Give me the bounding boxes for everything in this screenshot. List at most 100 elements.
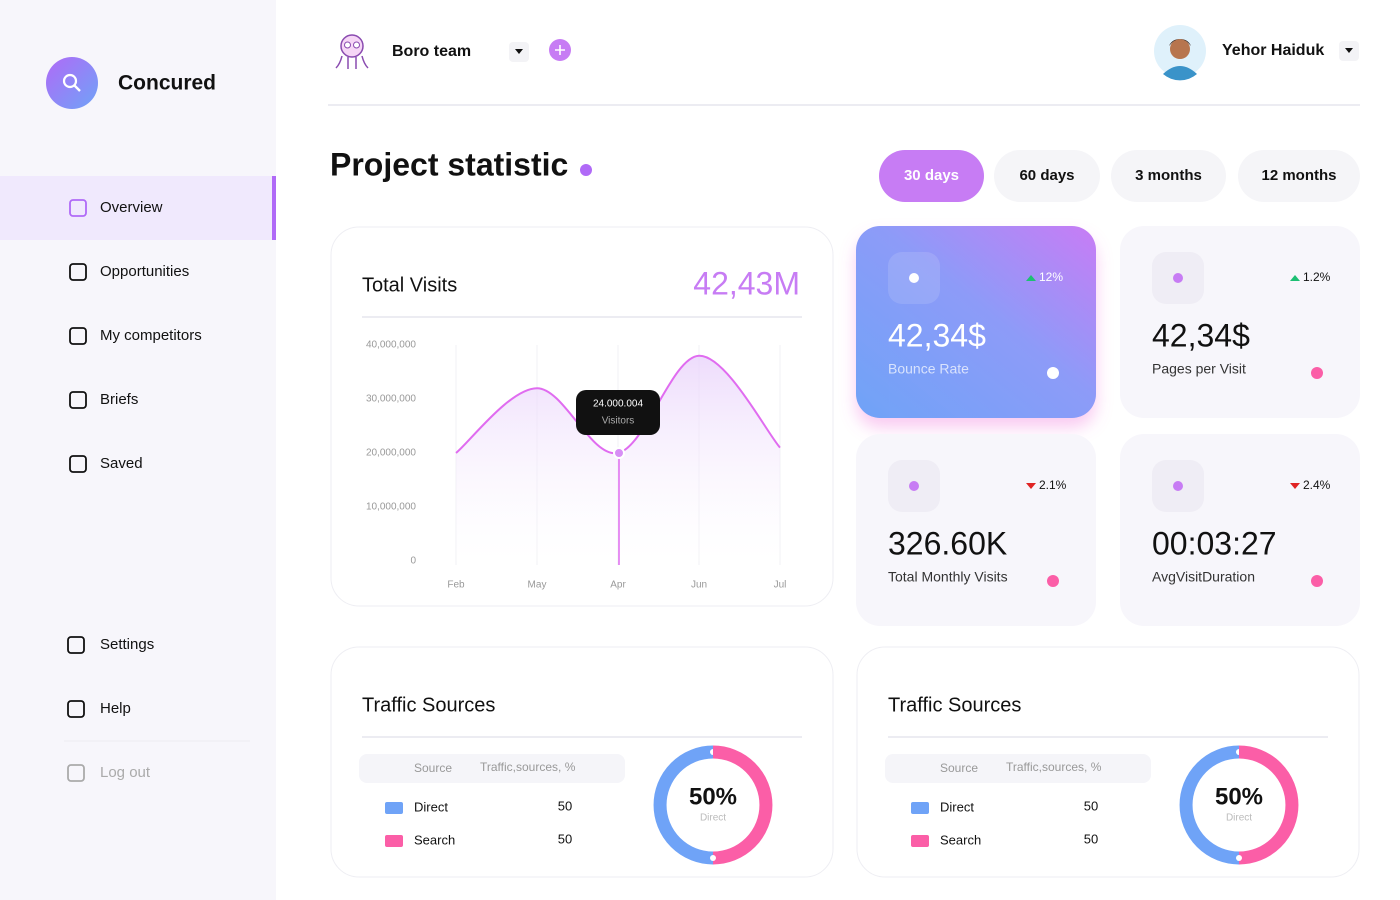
segment-dot xyxy=(710,855,716,861)
range-label: 30 days xyxy=(904,167,959,184)
stat-icon xyxy=(1173,481,1183,491)
x-tick-label: Apr xyxy=(610,580,626,591)
range-label: 3 months xyxy=(1135,167,1202,184)
stat-icon xyxy=(909,481,919,491)
team-logo xyxy=(344,41,351,49)
x-tick-label: Jul xyxy=(774,580,787,591)
trend-arrow xyxy=(1290,483,1300,489)
user-name: Yehor Haiduk xyxy=(1222,42,1324,59)
column-header: Traffic,sources, % xyxy=(1006,760,1102,774)
tooltip-label: Visitors xyxy=(602,416,635,427)
stat-change: 2.1% xyxy=(1039,478,1067,492)
page-title: Project statistic xyxy=(330,146,568,182)
traffic-card: Traffic Sources Source Traffic,sources, % D… xyxy=(856,646,1360,878)
nav-icon xyxy=(69,199,87,217)
nav-icon xyxy=(69,391,87,409)
range-label: 60 days xyxy=(1019,167,1074,184)
nav-item[interactable]: Settings xyxy=(67,636,154,654)
range-pill xyxy=(1111,150,1226,202)
stat-icon xyxy=(909,273,919,283)
team-logo xyxy=(335,55,369,69)
nav-label: Log out xyxy=(100,764,151,781)
range-tab[interactable]: 60 days xyxy=(994,150,1100,202)
trend-arrow xyxy=(1026,483,1036,489)
nav-item[interactable]: Saved xyxy=(69,455,143,473)
legend-swatch xyxy=(911,802,929,814)
search-icon xyxy=(73,84,81,92)
source-name: Direct xyxy=(414,799,448,814)
tooltip xyxy=(576,390,660,435)
range-label: 12 months xyxy=(1261,167,1336,184)
nav-label: Opportunities xyxy=(100,263,189,280)
source-value: 50 xyxy=(558,831,572,846)
team-logo xyxy=(340,34,364,58)
active-indicator xyxy=(272,176,276,240)
range-pill xyxy=(994,150,1100,202)
stat-value: 326.60K xyxy=(888,525,1007,561)
stat-icon xyxy=(1173,273,1183,283)
source-name: Direct xyxy=(940,799,974,814)
chart-title: Total Visits xyxy=(362,274,457,296)
nav-item[interactable]: Opportunities xyxy=(69,263,189,281)
x-tick-label: Feb xyxy=(447,580,465,591)
help-icon[interactable] xyxy=(1311,367,1323,379)
source-value: 50 xyxy=(1084,798,1098,813)
nav-icon xyxy=(69,455,87,473)
source-name: Search xyxy=(414,832,455,847)
donut-center-value: 50% xyxy=(689,783,737,810)
nav-icon xyxy=(67,636,85,654)
tooltip-value: 24.000.004 xyxy=(593,399,643,410)
nav-label: Saved xyxy=(100,455,143,472)
y-tick-label: 0 xyxy=(410,556,416,567)
help-icon[interactable] xyxy=(1047,367,1059,379)
nav-item[interactable]: My competitors xyxy=(69,327,202,345)
nav-item[interactable]: Help xyxy=(67,700,131,718)
nav-item[interactable]: Overview xyxy=(69,199,163,217)
range-pill xyxy=(879,150,984,202)
stat-card: 2.4% 00:03:27 AvgVisitDuration xyxy=(1120,434,1360,626)
stat-change: 12% xyxy=(1039,270,1063,284)
help-icon[interactable] xyxy=(1047,575,1059,587)
brand-logo xyxy=(46,57,98,109)
source-value: 50 xyxy=(1084,831,1098,846)
column-header: Source xyxy=(940,761,978,775)
active-nav xyxy=(0,176,276,240)
nav-item[interactable]: Log out xyxy=(67,764,151,782)
team-logo xyxy=(353,41,360,49)
y-tick-label: 40,000,000 xyxy=(366,340,416,351)
traffic-cards: Traffic Sources Source Traffic,sources, % D… xyxy=(330,646,1360,878)
donut-center-value: 50% xyxy=(1215,783,1263,810)
avatar xyxy=(1170,39,1190,59)
trend-arrow xyxy=(1026,275,1036,281)
nav-label: Help xyxy=(100,700,131,717)
table-header xyxy=(359,754,625,783)
chart-total: 42,43M xyxy=(693,265,800,301)
search-icon xyxy=(62,73,78,89)
y-tick-label: 10,000,000 xyxy=(366,502,416,513)
source-value: 50 xyxy=(558,798,572,813)
nav-item[interactable]: Briefs xyxy=(69,391,138,409)
table-header xyxy=(885,754,1151,783)
range-tab[interactable]: 12 months xyxy=(1238,150,1360,202)
stat-value: 00:03:27 xyxy=(1152,525,1277,561)
legend-swatch xyxy=(385,802,403,814)
x-tick-label: Jun xyxy=(691,580,707,591)
nav-icon xyxy=(67,764,85,782)
column-header: Traffic,sources, % xyxy=(480,760,576,774)
range-tab[interactable]: 30 days xyxy=(879,150,984,202)
traffic-card: Traffic Sources Source Traffic,sources, % D… xyxy=(330,646,834,878)
donut-segment xyxy=(1238,745,1299,865)
nav-label: Settings xyxy=(100,636,154,653)
tooltip-point xyxy=(613,447,625,459)
stat-card: 2.1% 326.60K Total Monthly Visits xyxy=(856,434,1096,626)
nav-label: Briefs xyxy=(100,391,138,408)
nav-icon xyxy=(67,700,85,718)
stat-label: Bounce Rate xyxy=(888,361,969,377)
nav: Overview Opportunities My competitors Brief… xyxy=(67,199,202,782)
range-tab[interactable]: 3 months xyxy=(1111,150,1226,202)
help-icon[interactable] xyxy=(1311,575,1323,587)
help-icon[interactable] xyxy=(580,164,592,176)
donut-segment xyxy=(653,745,714,865)
brand-name: Concured xyxy=(118,72,216,95)
